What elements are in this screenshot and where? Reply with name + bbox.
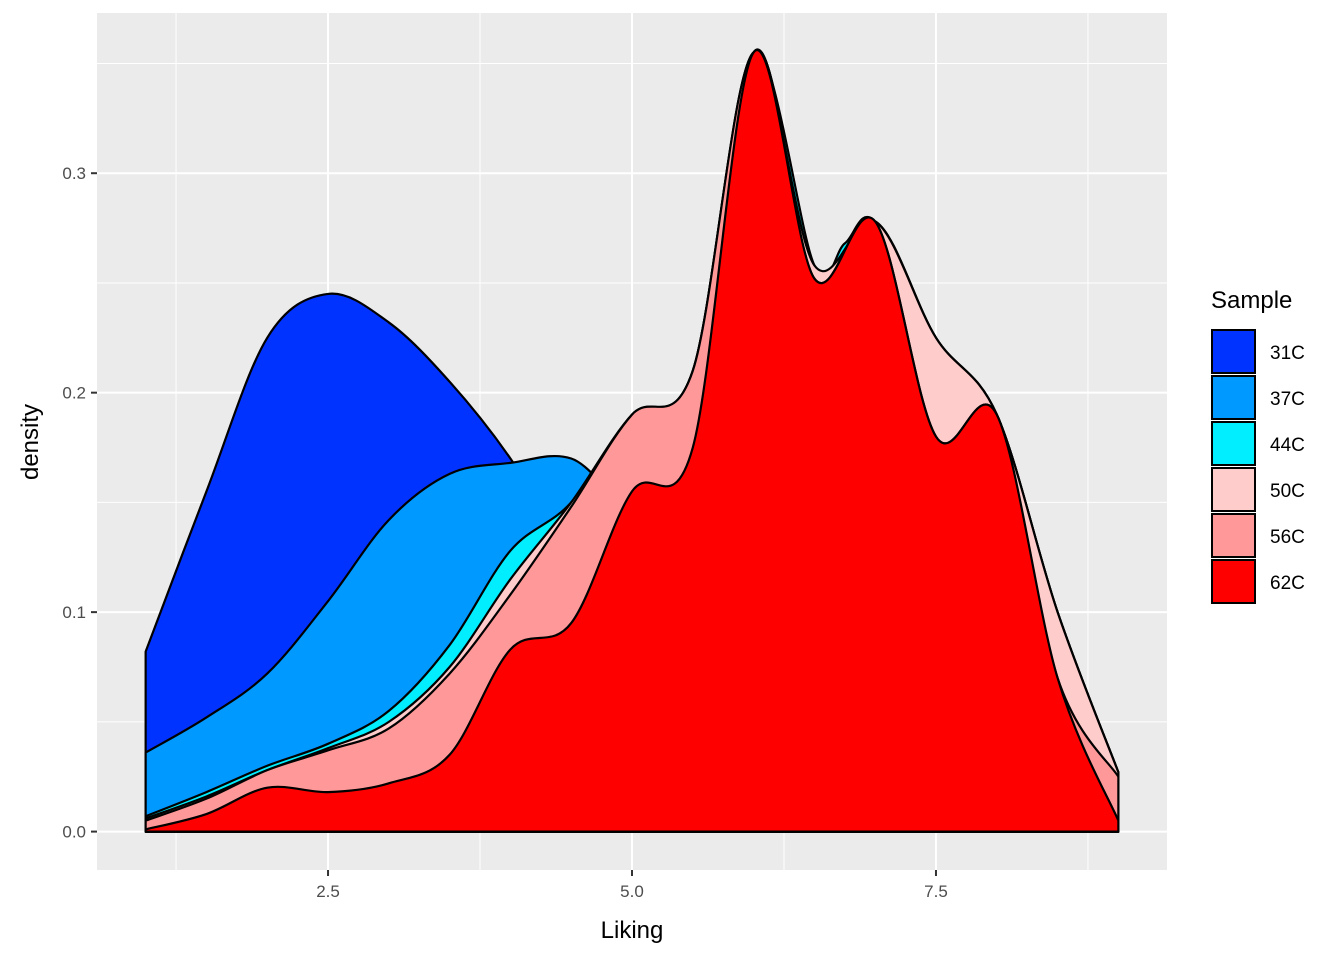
x-tick-label-0: 2.5 <box>316 882 340 901</box>
density-areas <box>144 48 1120 833</box>
legend-label-44C: 44C <box>1270 435 1305 456</box>
legend-label-50C: 50C <box>1270 481 1305 502</box>
y-axis-title: density <box>17 404 44 480</box>
x-tick-label-1: 5.0 <box>620 882 644 901</box>
legend-label-56C: 56C <box>1270 527 1305 548</box>
legend-title: Sample <box>1211 287 1292 314</box>
y-axis: 0.0 0.1 0.2 0.3 <box>62 164 97 842</box>
y-tick-label-3: 0.3 <box>62 164 86 183</box>
legend-key-44C <box>1211 421 1256 466</box>
legend: Sample 31C 37C 44C 50C 56C 62C <box>1211 287 1305 604</box>
legend-label-62C: 62C <box>1270 573 1305 594</box>
area-62C <box>144 48 1120 833</box>
legend-key-50C <box>1211 467 1256 512</box>
legend-key-62C <box>1211 559 1256 604</box>
y-tick-label-2: 0.2 <box>62 384 86 403</box>
legend-key-56C <box>1211 513 1256 558</box>
legend-key-31C <box>1211 329 1256 374</box>
y-tick-label-1: 0.1 <box>62 603 86 622</box>
y-tick-label-0: 0.0 <box>62 823 86 842</box>
legend-label-31C: 31C <box>1270 343 1305 364</box>
x-axis-title: Liking <box>601 917 664 944</box>
x-tick-label-2: 7.5 <box>924 882 948 901</box>
legend-label-37C: 37C <box>1270 389 1305 410</box>
legend-key-37C <box>1211 375 1256 420</box>
x-axis: 2.5 5.0 7.5 <box>316 870 948 901</box>
